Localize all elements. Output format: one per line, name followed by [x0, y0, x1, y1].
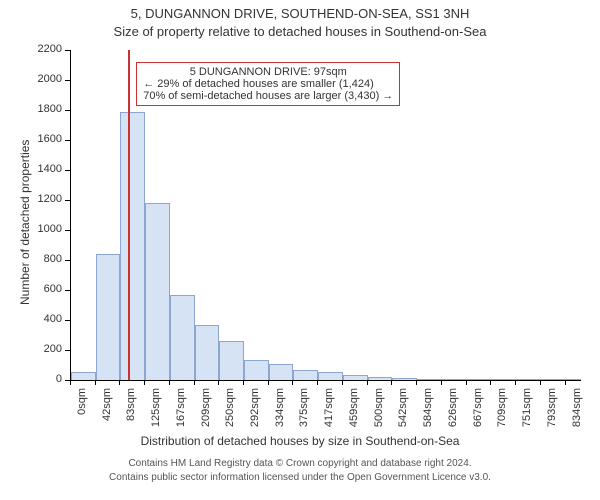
- histogram-bar: [343, 375, 367, 380]
- x-tick-label: 0sqm: [76, 388, 88, 438]
- x-tick-label: 417sqm: [323, 388, 335, 438]
- x-tick-label: 834sqm: [571, 388, 583, 438]
- y-tick-mark: [65, 260, 70, 261]
- x-tick-mark: [292, 380, 293, 385]
- histogram-bar: [244, 360, 269, 380]
- histogram-bar: [71, 372, 96, 380]
- y-tick-mark: [65, 170, 70, 171]
- x-tick-mark: [441, 380, 442, 385]
- histogram-bar: [417, 379, 442, 381]
- y-tick-label: 1600: [22, 133, 62, 145]
- x-tick-mark: [243, 380, 244, 385]
- x-tick-label: 209sqm: [200, 388, 212, 438]
- x-tick-label: 42sqm: [101, 388, 113, 438]
- x-tick-mark: [317, 380, 318, 385]
- y-tick-label: 2000: [22, 73, 62, 85]
- x-tick-label: 375sqm: [298, 388, 310, 438]
- histogram-bar: [541, 379, 565, 380]
- x-tick-label: 709sqm: [496, 388, 508, 438]
- x-tick-mark: [515, 380, 516, 385]
- x-tick-mark: [490, 380, 491, 385]
- y-tick-label: 1200: [22, 193, 62, 205]
- x-tick-mark: [95, 380, 96, 385]
- histogram-bar: [145, 203, 170, 380]
- y-tick-label: 800: [22, 253, 62, 265]
- chart-title-line2: Size of property relative to detached ho…: [0, 24, 600, 39]
- y-tick-mark: [65, 350, 70, 351]
- annotation-line: 70% of semi-detached houses are larger (…: [143, 90, 393, 102]
- y-tick-label: 2200: [22, 43, 62, 55]
- histogram-bar: [96, 254, 120, 380]
- x-tick-label: 667sqm: [472, 388, 484, 438]
- x-tick-label: 334sqm: [274, 388, 286, 438]
- x-tick-mark: [194, 380, 195, 385]
- y-tick-mark: [65, 80, 70, 81]
- x-tick-label: 626sqm: [447, 388, 459, 438]
- histogram-bar: [442, 379, 466, 380]
- x-tick-mark: [416, 380, 417, 385]
- histogram-bar: [293, 370, 318, 381]
- histogram-bar: [195, 325, 219, 381]
- x-tick-mark: [367, 380, 368, 385]
- y-tick-mark: [65, 110, 70, 111]
- x-tick-mark: [169, 380, 170, 385]
- x-tick-mark: [342, 380, 343, 385]
- y-tick-mark: [65, 320, 70, 321]
- x-tick-mark: [119, 380, 120, 385]
- annotation-line: 5 DUNGANNON DRIVE: 97sqm: [143, 66, 393, 78]
- y-tick-mark: [65, 200, 70, 201]
- annotation-line: ← 29% of detached houses are smaller (1,…: [143, 78, 393, 90]
- x-tick-mark: [391, 380, 392, 385]
- x-tick-label: 542sqm: [397, 388, 409, 438]
- plot-area: 5 DUNGANNON DRIVE: 97sqm← 29% of detache…: [70, 50, 581, 381]
- y-tick-label: 200: [22, 343, 62, 355]
- annotation-box: 5 DUNGANNON DRIVE: 97sqm← 29% of detache…: [136, 62, 400, 106]
- x-tick-label: 793sqm: [546, 388, 558, 438]
- y-tick-label: 400: [22, 313, 62, 325]
- histogram-bar: [318, 372, 343, 380]
- histogram-bar: [269, 364, 293, 381]
- x-tick-label: 459sqm: [348, 388, 360, 438]
- x-tick-label: 83sqm: [125, 388, 137, 438]
- reference-line: [128, 50, 130, 380]
- x-tick-mark: [540, 380, 541, 385]
- attribution-line1: Contains HM Land Registry data © Crown c…: [0, 458, 600, 469]
- y-tick-label: 1800: [22, 103, 62, 115]
- x-tick-mark: [565, 380, 566, 385]
- histogram-bar: [566, 379, 581, 380]
- x-tick-label: 167sqm: [175, 388, 187, 438]
- y-tick-label: 1400: [22, 163, 62, 175]
- y-tick-mark: [65, 230, 70, 231]
- histogram-bar: [170, 295, 195, 381]
- x-tick-label: 292sqm: [249, 388, 261, 438]
- x-tick-label: 500sqm: [373, 388, 385, 438]
- histogram-bar: [392, 378, 417, 380]
- x-tick-mark: [466, 380, 467, 385]
- x-tick-mark: [218, 380, 219, 385]
- histogram-bar: [120, 112, 145, 381]
- x-tick-label: 751sqm: [521, 388, 533, 438]
- y-tick-label: 600: [22, 283, 62, 295]
- x-tick-label: 584sqm: [422, 388, 434, 438]
- y-tick-label: 1000: [22, 223, 62, 235]
- attribution-line2: Contains public sector information licen…: [0, 472, 600, 483]
- histogram-bar: [516, 379, 541, 380]
- x-tick-mark: [268, 380, 269, 385]
- y-tick-mark: [65, 140, 70, 141]
- x-tick-mark: [144, 380, 145, 385]
- chart-container: 5, DUNGANNON DRIVE, SOUTHEND-ON-SEA, SS1…: [0, 0, 600, 500]
- x-tick-mark: [70, 380, 71, 385]
- histogram-bar: [219, 341, 244, 380]
- x-tick-label: 250sqm: [224, 388, 236, 438]
- histogram-bar: [467, 379, 492, 380]
- chart-title-line1: 5, DUNGANNON DRIVE, SOUTHEND-ON-SEA, SS1…: [0, 6, 600, 21]
- x-tick-label: 125sqm: [150, 388, 162, 438]
- y-tick-mark: [65, 290, 70, 291]
- histogram-bar: [368, 377, 393, 380]
- histogram-bar: [491, 379, 516, 380]
- y-tick-label: 0: [22, 373, 62, 385]
- y-tick-mark: [65, 50, 70, 51]
